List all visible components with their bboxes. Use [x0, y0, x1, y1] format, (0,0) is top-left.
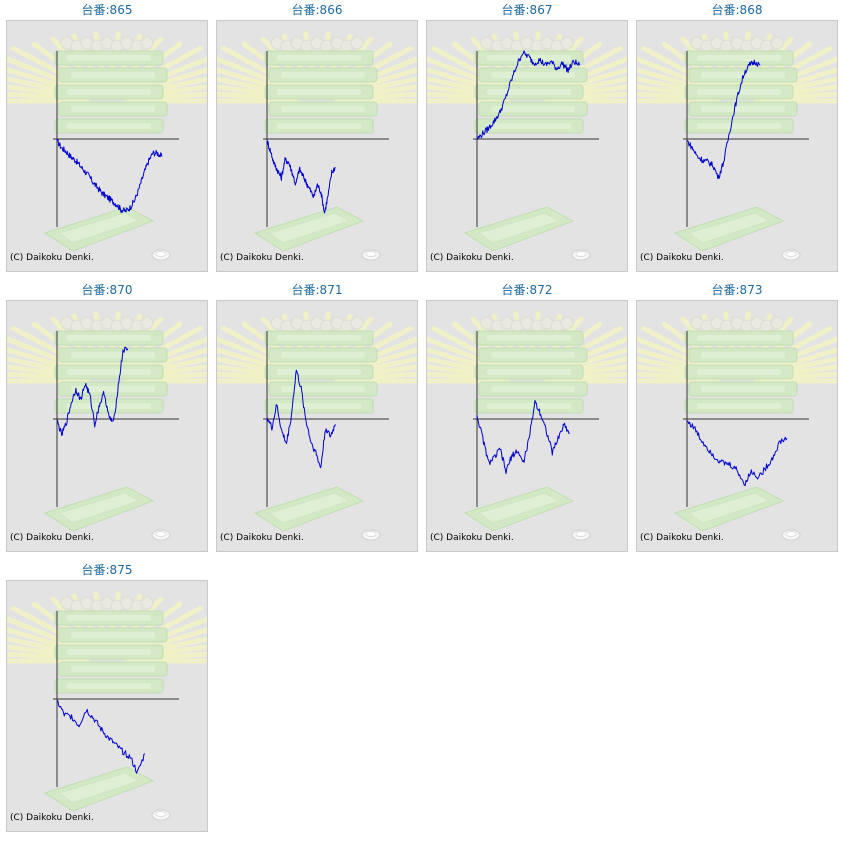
- machine-chart-card: 台番:866 (C) Daikoku Denki.: [216, 2, 418, 272]
- chart-panel: (C) Daikoku Denki.: [426, 300, 628, 552]
- line-chart: [7, 31, 207, 261]
- series-line: [56, 138, 163, 214]
- machine-chart-card: 台番:870 (C) Daikoku Denki.: [6, 282, 208, 552]
- machine-chart-card: 台番:872 (C) Daikoku Denki.: [426, 282, 628, 552]
- series-line: [686, 59, 761, 180]
- chart-panel: (C) Daikoku Denki.: [636, 20, 838, 272]
- chart-title: 台番:871: [291, 283, 343, 297]
- chart-title: 台番:875: [81, 563, 133, 577]
- copyright-text: (C) Daikoku Denki.: [10, 813, 94, 823]
- machine-chart-card: 台番:867 (C) Daikoku Denki.: [426, 2, 628, 272]
- background-illustration: [427, 311, 627, 541]
- background-illustration: [427, 31, 627, 261]
- line-chart: [217, 31, 417, 261]
- copyright-text: (C) Daikoku Denki.: [430, 533, 514, 543]
- background-illustration: [7, 311, 207, 541]
- line-chart: [7, 591, 207, 821]
- line-chart: [7, 311, 207, 541]
- copyright-text: (C) Daikoku Denki.: [430, 253, 514, 263]
- chart-title: 台番:870: [81, 283, 133, 297]
- background-illustration: [217, 31, 417, 261]
- chart-panel: (C) Daikoku Denki.: [6, 580, 208, 832]
- copyright-text: (C) Daikoku Denki.: [10, 533, 94, 543]
- copyright-text: (C) Daikoku Denki.: [640, 533, 724, 543]
- chart-panel: (C) Daikoku Denki.: [6, 300, 208, 552]
- copyright-text: (C) Daikoku Denki.: [220, 533, 304, 543]
- series-line: [266, 140, 336, 214]
- chart-panel: (C) Daikoku Denki.: [216, 20, 418, 272]
- background-illustration: [7, 31, 207, 261]
- chart-title: 台番:867: [501, 3, 553, 17]
- series-line: [56, 346, 129, 436]
- machine-chart-card: 台番:873 (C) Daikoku Denki.: [636, 282, 838, 552]
- series-line: [476, 399, 570, 475]
- line-chart: [427, 311, 627, 541]
- line-chart: [637, 311, 837, 541]
- background-illustration: [637, 31, 837, 261]
- chart-panel: (C) Daikoku Denki.: [426, 20, 628, 272]
- line-chart: [637, 31, 837, 261]
- chart-title: 台番:872: [501, 283, 553, 297]
- series-line: [266, 369, 336, 469]
- background-illustration: [217, 311, 417, 541]
- background-illustration: [7, 591, 207, 821]
- chart-title: 台番:868: [711, 3, 763, 17]
- line-chart: [217, 311, 417, 541]
- machine-chart-card: 台番:868 (C) Daikoku Denki.: [636, 2, 838, 272]
- chart-panel: (C) Daikoku Denki.: [216, 300, 418, 552]
- machine-chart-card: 台番:875 (C) Daikoku Denki.: [6, 562, 208, 832]
- machine-chart-card: 台番:871 (C) Daikoku Denki.: [216, 282, 418, 552]
- machine-chart-card: 台番:865 (C) Daikoku Denki.: [6, 2, 208, 272]
- copyright-text: (C) Daikoku Denki.: [220, 253, 304, 263]
- copyright-text: (C) Daikoku Denki.: [640, 253, 724, 263]
- chart-panel: (C) Daikoku Denki.: [6, 20, 208, 272]
- chart-panel: (C) Daikoku Denki.: [636, 300, 838, 552]
- line-chart: [427, 31, 627, 261]
- chart-title: 台番:865: [81, 3, 133, 17]
- series-line: [476, 50, 580, 140]
- copyright-text: (C) Daikoku Denki.: [10, 253, 94, 263]
- series-line: [686, 420, 788, 487]
- chart-title: 台番:866: [291, 3, 343, 17]
- series-line: [57, 700, 146, 774]
- chart-title: 台番:873: [711, 283, 763, 297]
- background-illustration: [637, 311, 837, 541]
